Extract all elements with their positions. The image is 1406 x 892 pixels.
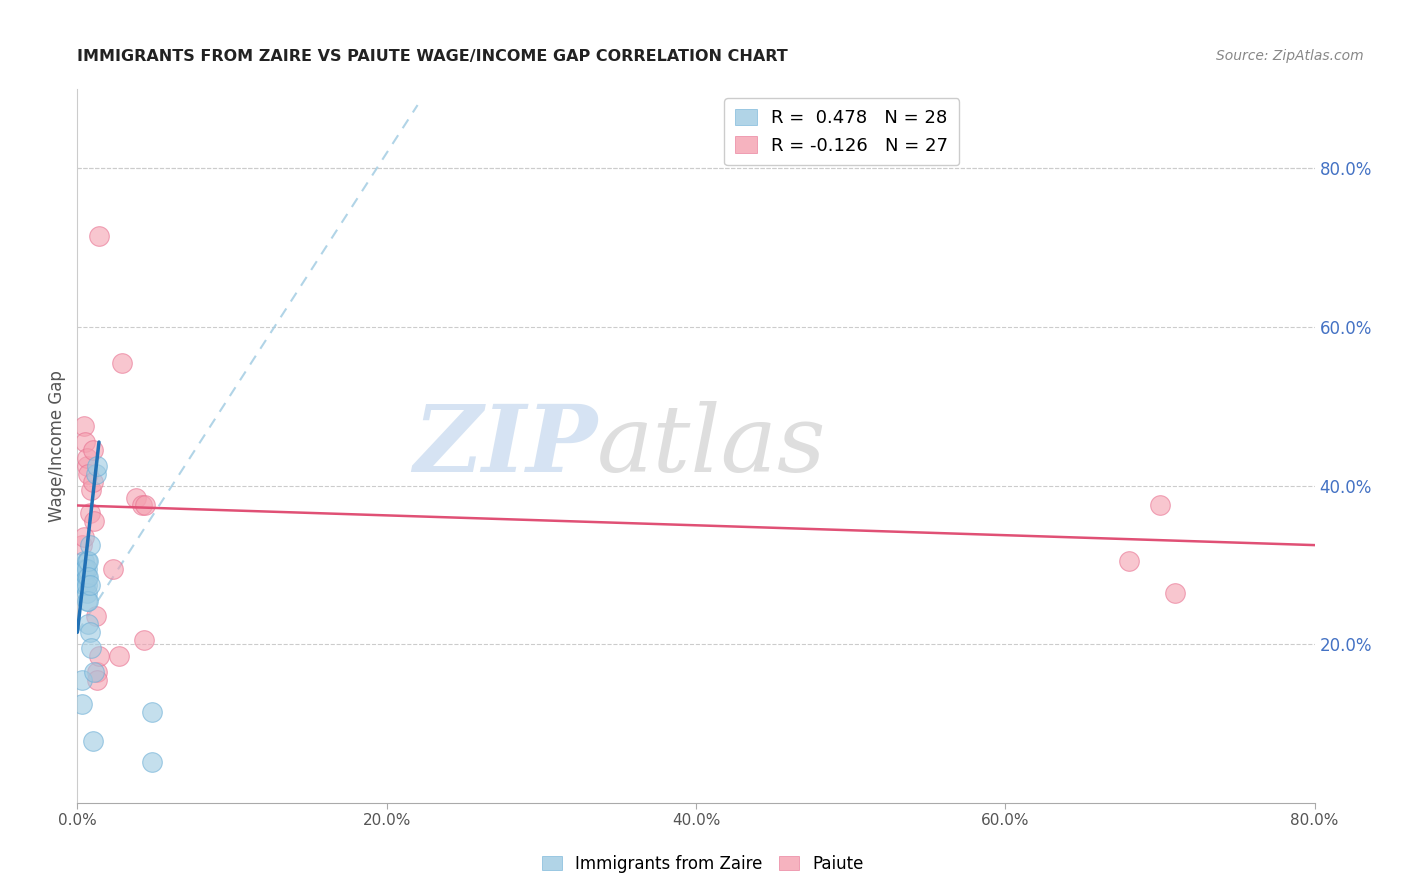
Point [141,705,163,719]
Point [77,593,100,607]
Point [87,228,110,243]
Text: IMMIGRANTS FROM ZAIRE VS PAIUTE WAGE/INCOME GAP CORRELATION CHART: IMMIGRANTS FROM ZAIRE VS PAIUTE WAGE/INC… [77,49,789,64]
Point [79,507,101,521]
Point [111,356,134,370]
Point [1118,554,1140,568]
Point [76,458,98,473]
Point [76,570,98,584]
Point [70,673,93,687]
Point [82,475,104,489]
Point [72,530,94,544]
Text: ZIP: ZIP [413,401,598,491]
Point [72,419,94,434]
Point [70,697,93,711]
Point [72,554,94,568]
Point [80,483,103,497]
Point [75,562,96,576]
Point [75,562,96,576]
Point [101,562,124,576]
Point [86,673,108,687]
Point [76,585,98,599]
Point [84,609,107,624]
Point [76,562,98,576]
Point [72,570,94,584]
Point [77,467,100,481]
Point [77,570,100,584]
Point [1149,499,1171,513]
Point [84,467,107,481]
Point [125,491,148,505]
Point [79,578,101,592]
Point [75,578,96,592]
Point [76,578,98,592]
Point [83,514,105,528]
Point [87,649,110,664]
Text: atlas: atlas [598,401,827,491]
Point [108,649,131,664]
Point [76,593,98,607]
Point [76,450,98,465]
Point [75,435,96,450]
Point [83,665,105,679]
Legend: R =  0.478   N = 28, R = -0.126   N = 27: R = 0.478 N = 28, R = -0.126 N = 27 [724,98,959,165]
Point [132,633,155,648]
Legend: Immigrants from Zaire, Paiute: Immigrants from Zaire, Paiute [536,848,870,880]
Point [86,458,108,473]
Point [77,554,100,568]
Point [72,578,94,592]
Point [70,538,93,552]
Point [80,641,103,656]
Y-axis label: Wage/Income Gap: Wage/Income Gap [48,370,66,522]
Point [82,442,104,457]
Text: Source: ZipAtlas.com: Source: ZipAtlas.com [1216,49,1364,63]
Point [77,617,100,632]
Point [134,499,156,513]
Point [131,499,153,513]
Point [141,755,163,769]
Point [1164,585,1187,599]
Point [86,665,108,679]
Point [76,554,98,568]
Point [79,625,101,640]
Point [82,734,104,748]
Point [79,538,101,552]
